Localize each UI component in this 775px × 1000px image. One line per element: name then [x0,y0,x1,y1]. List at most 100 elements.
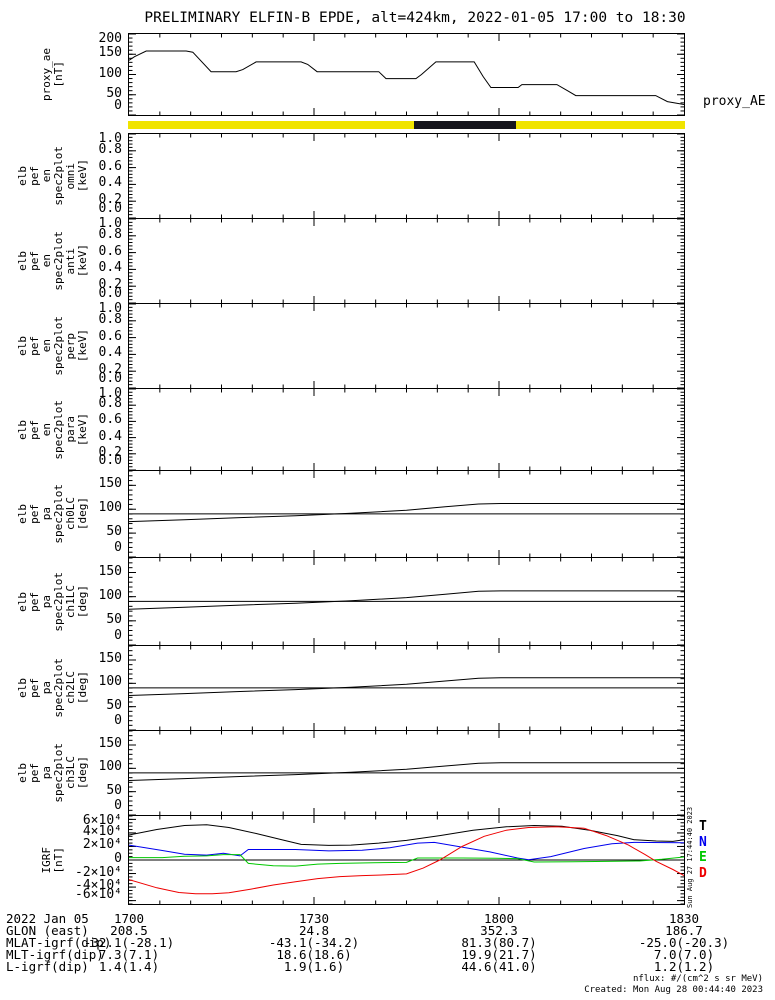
nflux-units-note: nflux: #/(cm^2 s sr MeV) [632,974,763,984]
y-tick-label: 2×10⁴ [82,837,122,853]
y-tick-label: 0.4 [98,345,122,361]
series-ch3lc-losscone [129,762,684,781]
side-timestamp: Sun Aug 27 17:44:40 2023 [686,806,694,908]
y-tick-label: 0.2 [98,362,122,378]
series-igrf-N [129,841,684,861]
plot-svg-ch0lc [129,471,684,557]
annotation-value: 44.6(41.0) [461,959,537,974]
y-axis-label-word: elb [15,166,29,186]
annotation-value: 19.9(21.7) [461,947,537,962]
annotation-value: 208.5 [110,923,148,938]
plot-area-ch0lc [128,470,685,558]
x-tick-label: 1800 [483,911,515,926]
y-tick-label: 0 [114,713,122,728]
y-tick-label: 50 [106,782,122,798]
panel-igrf: IGRF [nT] 6×10⁴ 4×10⁴ 2×10⁴ 0 -2×10⁴ -4×10⁴ -6×1… [0,814,775,905]
y-tick-label: 0.8 [98,396,122,412]
epoch-bar [128,121,685,129]
y-tick-label: 50 [106,697,122,713]
panel-omni: elb pef en spec2plot omni [keV] 1.0 0.8 0.6 0.4 0.… [0,131,775,219]
annotation-value: 352.3 [480,923,518,938]
annotation-value: 1.9(1.6) [283,959,345,974]
plot-area-ch2lc [128,645,685,731]
y-axis-label-word: elb [15,251,29,271]
y-axis-label-word: elb [15,763,29,783]
plot-svg-para [129,389,684,470]
y-axis-label-word: pef [27,504,41,524]
y-tick-label: 200 [98,31,122,46]
plot-area-igrf [128,815,685,905]
y-axis-label-word: IGRF [39,846,53,874]
panel-ch2lc: elb pef pa spec2plot ch2LC [deg] 150 100 50 0 [0,645,775,731]
y-tick-label: 0 [114,540,122,555]
y-tick-label: 0.6 [98,243,122,259]
legend-entry-D: D [699,865,707,881]
y-tick-label: 4×10⁴ [82,823,122,839]
annotation-value: -32.1(-28.1) [83,935,175,950]
plot-area-anti [128,218,685,304]
y-tick-label: 0.8 [98,226,122,242]
y-tick-label: 0.2 [98,277,122,293]
annotation-value: 1.4(1.4) [98,959,160,974]
y-tick-label: 0.2 [98,192,122,208]
plot-svg-ch3lc [129,731,684,815]
plot-area-ch3lc [128,730,685,816]
plot-area-perp [128,303,685,389]
y-tick-label: 100 [98,674,122,690]
footer: nflux: #/(cm^2 s sr MeV) Created: Mon Au… [584,974,763,996]
y-tick-label: -4×10⁴ [75,878,122,894]
y-axis-label-word: pa [39,594,53,609]
panel-para: elb pef en spec2plot para [keV] 1.0 0.8 0.6 0.4 0.… [0,386,775,471]
created-timestamp: Created: Mon Aug 28 00:44:40 2023 [584,985,763,995]
y-axis-label-word: en [39,339,53,353]
y-tick-label: 0.8 [98,311,122,327]
y-tick-label: 150 [98,563,122,579]
y-tick-label: 100 [98,759,122,775]
y-tick-label: 0.6 [98,158,122,174]
y-axis-label-word: elb [15,336,29,356]
y-tick-label: 100 [98,500,122,516]
y-axis-label-word: pef [27,251,41,271]
y-axis-label-word: pa [39,681,53,695]
y-tick-label: 150 [98,45,122,61]
legend-entry-N: N [699,834,707,850]
series-igrf-D [129,826,684,895]
y-tick-label: 50 [106,524,122,540]
plot-svg-perp [129,304,684,388]
series-igrf-E [129,854,684,867]
y-tick-label: 0.6 [98,328,122,344]
y-tick-label: -6×10⁴ [75,887,122,902]
y-tick-label: 0.8 [98,141,122,157]
series-proxy_ae-proxy_AE [129,50,684,105]
y-axis-label-word: elb [15,419,29,440]
legend-entry-T: T [699,819,707,834]
y-tick-label: 0.4 [98,428,122,444]
panel-ch3lc: elb pef pa spec2plot ch3LC [deg] 150 100 50 0 [0,730,775,816]
y-tick-label: 1.0 [98,216,122,231]
panel-anti: elb pef en spec2plot anti [keV] 1.0 0.8 0.6 0.4 0.… [0,216,775,304]
y-tick-label: 1.0 [98,131,122,146]
x-axis-annotations: 2022 Jan 05 1700 1730 1800 1830 GLON (east) 20… [0,907,775,982]
y-axis-label-word: proxy_ae [39,48,53,101]
y-tick-label: 150 [98,651,122,666]
y-axis-label-word: pef [27,419,41,440]
legend-entry-E: E [699,850,707,865]
y-tick-label: 150 [98,736,122,751]
x-tick-label: 1730 [298,911,330,926]
y-tick-label: 1.0 [98,386,122,401]
y-axis-label-word: en [39,254,53,268]
annotation-value: 7.3(7.1) [98,947,160,962]
series-igrf-T [129,824,684,846]
epoch-bar-segment [413,121,517,129]
annotation-value: -25.0(-20.3) [638,935,730,950]
y-tick-label: 0 [114,851,122,866]
y-tick-label: 100 [98,587,122,603]
y-axis-label-word: pef [27,591,41,612]
annotation-value: 24.8 [298,923,330,938]
y-tick-label: 0.4 [98,260,122,276]
y-tick-label: 0.0 [98,201,122,216]
legend-proxy_ae: proxy_AE [703,94,766,109]
x-tick-label: 1700 [113,911,145,926]
plot-svg-proxy_ae [129,34,684,115]
panel-ch1lc: elb pef pa spec2plot ch1LC [deg] 150 100 50 0 [0,557,775,646]
